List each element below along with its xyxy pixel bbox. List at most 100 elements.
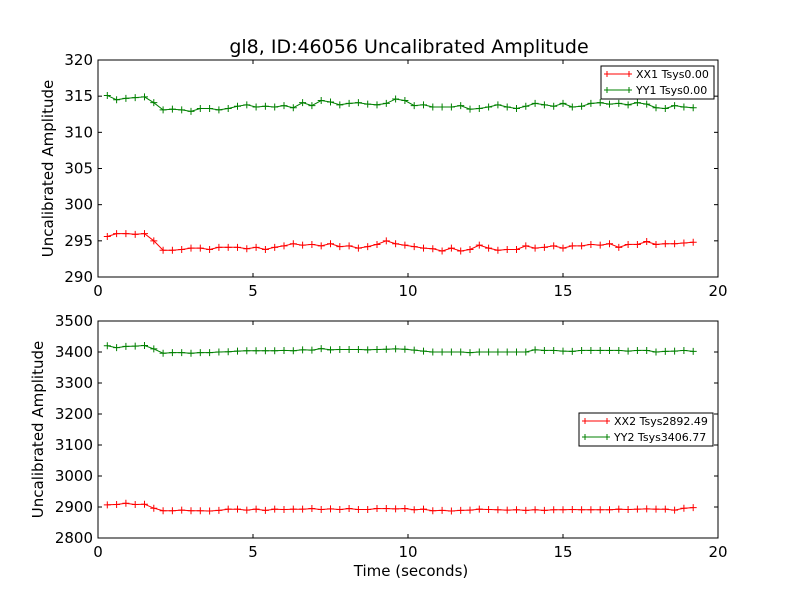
data-point bbox=[206, 507, 214, 515]
y-tick-label: 310 bbox=[64, 123, 93, 141]
x-axis-label: Time (seconds) bbox=[353, 562, 469, 580]
data-point bbox=[289, 347, 297, 355]
data-point bbox=[540, 506, 548, 514]
data-point bbox=[522, 102, 530, 110]
data-point bbox=[438, 348, 446, 356]
data-point bbox=[289, 240, 297, 248]
data-point bbox=[540, 101, 548, 109]
data-point bbox=[494, 101, 502, 109]
data-point bbox=[513, 104, 520, 112]
data-point bbox=[131, 230, 139, 238]
data-point bbox=[271, 103, 279, 111]
data-point bbox=[354, 346, 362, 354]
data-point bbox=[317, 505, 325, 513]
data-point bbox=[373, 505, 381, 513]
data-point bbox=[606, 240, 613, 248]
data-point bbox=[141, 341, 148, 349]
x-tick-label: 0 bbox=[93, 543, 103, 561]
data-point bbox=[513, 506, 520, 514]
data-point bbox=[633, 346, 641, 354]
data-point bbox=[550, 506, 558, 514]
data-point bbox=[317, 97, 325, 105]
data-point bbox=[596, 99, 604, 107]
data-point bbox=[103, 342, 111, 350]
data-point bbox=[354, 505, 362, 513]
data-point bbox=[503, 103, 511, 111]
data-point bbox=[401, 241, 409, 249]
data-point bbox=[150, 237, 158, 245]
data-point bbox=[475, 348, 483, 356]
legend: XX1 Tsys0.00 YY1 Tsys0.00 bbox=[600, 65, 715, 100]
data-point bbox=[103, 91, 111, 99]
data-point bbox=[168, 349, 176, 357]
data-point bbox=[308, 102, 316, 110]
data-point bbox=[689, 504, 697, 512]
data-point bbox=[345, 346, 353, 354]
legend-marker bbox=[604, 87, 610, 93]
data-point bbox=[150, 345, 158, 353]
data-point bbox=[550, 346, 558, 354]
data-point bbox=[178, 349, 186, 357]
data-point bbox=[568, 505, 576, 513]
data-point bbox=[624, 505, 632, 513]
data-point bbox=[159, 246, 167, 254]
data-point bbox=[196, 507, 204, 515]
data-point bbox=[438, 103, 446, 111]
legend-box bbox=[600, 65, 715, 100]
data-point bbox=[401, 97, 409, 105]
data-point bbox=[252, 505, 260, 513]
x-tick-label: 20 bbox=[708, 282, 727, 300]
data-point bbox=[196, 104, 204, 112]
data-point bbox=[354, 99, 362, 107]
data-point bbox=[317, 242, 325, 250]
data-point bbox=[345, 99, 353, 107]
data-point bbox=[671, 102, 679, 110]
data-point bbox=[392, 505, 400, 513]
data-point bbox=[680, 239, 688, 247]
data-point bbox=[364, 505, 372, 513]
data-point bbox=[429, 103, 437, 111]
data-point bbox=[131, 342, 139, 350]
data-point bbox=[652, 505, 660, 513]
data-point bbox=[141, 230, 148, 238]
data-point bbox=[178, 506, 186, 514]
data-point bbox=[689, 238, 697, 246]
data-point bbox=[429, 507, 437, 515]
data-point bbox=[299, 241, 307, 249]
data-point bbox=[466, 105, 474, 113]
data-point bbox=[392, 345, 400, 353]
legend-marker bbox=[604, 418, 610, 424]
data-point bbox=[624, 101, 632, 109]
data-point bbox=[531, 346, 539, 354]
data-point bbox=[289, 505, 297, 513]
y-tick-label: 2800 bbox=[55, 529, 93, 547]
data-point bbox=[280, 102, 288, 110]
data-point bbox=[429, 348, 437, 356]
data-point bbox=[122, 230, 130, 238]
data-point bbox=[457, 247, 465, 255]
data-point bbox=[159, 507, 167, 515]
legend-label: XX1 Tsys0.00 bbox=[636, 68, 709, 81]
data-point bbox=[671, 506, 679, 514]
legend-label: YY1 Tsys0.00 bbox=[635, 84, 707, 97]
data-point bbox=[234, 347, 241, 355]
legend-box bbox=[578, 412, 714, 447]
data-point bbox=[410, 346, 418, 354]
data-point bbox=[643, 505, 651, 513]
data-point bbox=[633, 505, 641, 513]
x-tick-label: 20 bbox=[708, 543, 727, 561]
data-point bbox=[587, 506, 595, 514]
data-point bbox=[327, 240, 334, 248]
data-point bbox=[327, 505, 334, 513]
data-point bbox=[215, 348, 223, 356]
data-point bbox=[289, 104, 297, 112]
data-point bbox=[522, 242, 530, 250]
data-point bbox=[671, 240, 679, 248]
data-point bbox=[196, 244, 204, 252]
data-point bbox=[531, 244, 539, 252]
data-point bbox=[178, 106, 186, 114]
data-point bbox=[224, 348, 232, 356]
data-point bbox=[457, 102, 465, 110]
series-line-0 bbox=[107, 233, 694, 252]
series-line-0 bbox=[107, 502, 694, 512]
